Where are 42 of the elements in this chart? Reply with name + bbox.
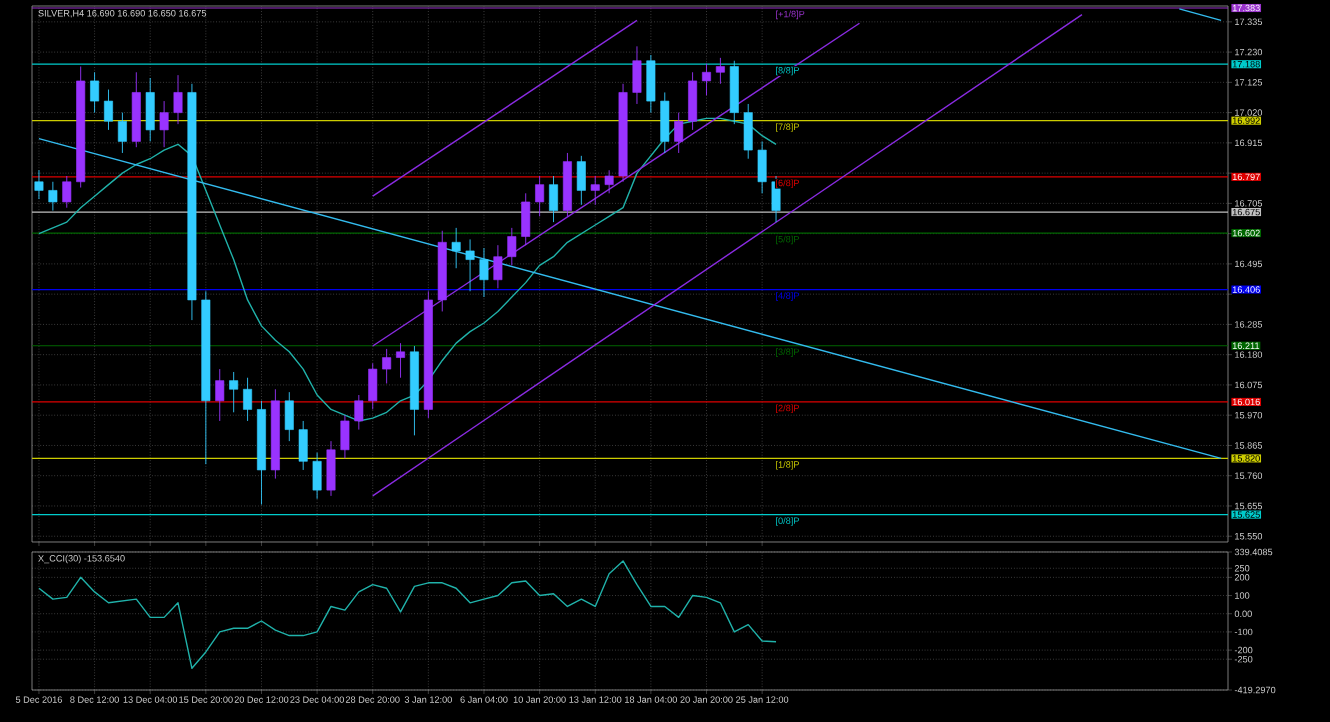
candlestick	[34, 169, 44, 200]
candlestick	[465, 238, 475, 292]
candlestick	[396, 342, 406, 379]
candlestick	[535, 175, 545, 217]
candlestick	[62, 175, 72, 209]
candlestick	[284, 391, 294, 442]
candlestick	[312, 452, 322, 500]
candlestick	[688, 71, 698, 131]
candlestick	[159, 100, 169, 148]
candlestick	[493, 244, 503, 289]
candlestick	[479, 247, 489, 298]
candlestick	[674, 112, 684, 154]
candlestick	[660, 92, 670, 154]
candlestick	[521, 192, 531, 246]
candlestick	[576, 155, 586, 206]
candlestick	[743, 103, 753, 160]
candlestick	[757, 140, 767, 194]
candlestick	[145, 77, 155, 142]
candlestick	[229, 371, 239, 413]
candlestick	[104, 89, 113, 131]
candlestick	[173, 74, 183, 125]
candlestick	[368, 362, 378, 410]
candlestick	[632, 45, 642, 105]
candlestick	[243, 377, 253, 422]
candlestick	[382, 348, 392, 384]
candlestick	[215, 368, 225, 422]
candlestick	[549, 175, 558, 223]
candlestick	[590, 175, 600, 206]
candlestick	[326, 440, 336, 497]
candlestick	[604, 169, 614, 194]
candlestick	[729, 60, 739, 125]
candlestick	[646, 54, 656, 114]
candlestick	[298, 420, 308, 471]
candlestick	[117, 112, 127, 154]
candlestick	[48, 181, 58, 212]
candlestick	[340, 414, 350, 459]
candlestick	[702, 63, 711, 96]
candlestick	[354, 394, 364, 431]
candlestick	[90, 71, 100, 114]
candlestick	[715, 57, 725, 85]
candlestick	[451, 227, 461, 269]
candlestick	[507, 227, 517, 266]
